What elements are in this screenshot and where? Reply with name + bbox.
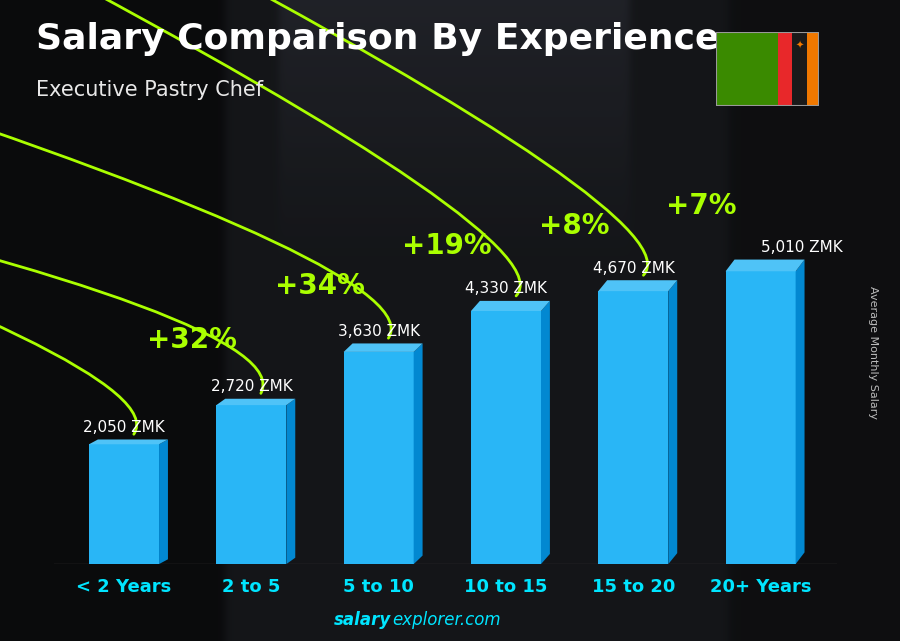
Polygon shape: [669, 280, 677, 564]
Text: Salary Comparison By Experience: Salary Comparison By Experience: [36, 22, 719, 56]
Text: Average Monthly Salary: Average Monthly Salary: [868, 286, 878, 419]
Bar: [778, 32, 792, 106]
Text: 2,720 ZMK: 2,720 ZMK: [211, 379, 292, 394]
Polygon shape: [216, 399, 295, 405]
Polygon shape: [471, 301, 550, 311]
Text: Executive Pastry Chef: Executive Pastry Chef: [36, 80, 263, 100]
Text: explorer.com: explorer.com: [392, 612, 501, 629]
Text: salary: salary: [334, 612, 392, 629]
Polygon shape: [541, 301, 550, 564]
Polygon shape: [598, 280, 677, 291]
Text: 2,050 ZMK: 2,050 ZMK: [84, 420, 165, 435]
Text: 5,010 ZMK: 5,010 ZMK: [760, 240, 842, 255]
Text: 4,330 ZMK: 4,330 ZMK: [465, 281, 547, 296]
FancyBboxPatch shape: [725, 271, 796, 564]
Polygon shape: [796, 260, 805, 564]
Text: +7%: +7%: [666, 192, 737, 220]
FancyBboxPatch shape: [344, 352, 414, 564]
Text: +32%: +32%: [148, 326, 237, 354]
Bar: [792, 32, 806, 106]
FancyBboxPatch shape: [216, 405, 286, 564]
Text: 3,630 ZMK: 3,630 ZMK: [338, 324, 420, 338]
Text: +19%: +19%: [402, 231, 491, 260]
Text: +34%: +34%: [274, 272, 364, 301]
FancyBboxPatch shape: [598, 291, 669, 564]
Text: +8%: +8%: [539, 212, 609, 240]
Text: ✦: ✦: [796, 40, 804, 51]
FancyBboxPatch shape: [89, 444, 159, 564]
Polygon shape: [344, 344, 423, 352]
Polygon shape: [89, 440, 168, 444]
Polygon shape: [414, 344, 423, 564]
Polygon shape: [159, 440, 168, 564]
Polygon shape: [725, 260, 805, 271]
Bar: [806, 32, 821, 106]
Polygon shape: [286, 399, 295, 564]
FancyBboxPatch shape: [471, 311, 541, 564]
Text: 4,670 ZMK: 4,670 ZMK: [592, 260, 674, 276]
